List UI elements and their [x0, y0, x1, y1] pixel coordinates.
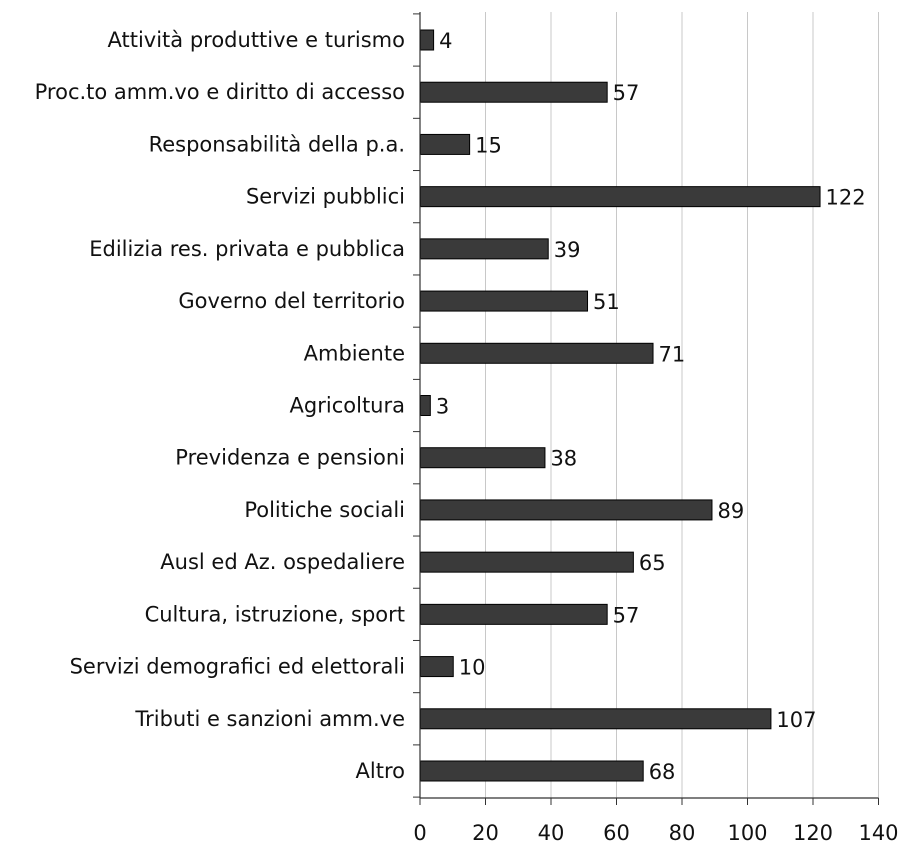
bar-4: [420, 238, 549, 260]
data-label-3: 122: [826, 186, 866, 210]
data-label-7: 3: [436, 395, 449, 419]
bar-14: [420, 760, 644, 782]
category-label-8: Previdenza e pensioni: [175, 446, 405, 470]
category-label-2: Responsabilità della p.a.: [149, 132, 405, 156]
category-label-10: Ausl ed Az. ospedaliere: [160, 550, 405, 574]
data-label-4: 39: [554, 238, 581, 262]
x-tick-label-140: 140: [858, 821, 898, 845]
data-label-12: 10: [459, 656, 486, 680]
data-label-14: 68: [649, 760, 676, 784]
bar-2: [420, 133, 471, 155]
x-tick-label-60: 60: [603, 821, 630, 845]
bar-12: [420, 656, 454, 678]
grid-layer: [485, 12, 879, 798]
x-tick-label-40: 40: [538, 821, 565, 845]
bar-11: [420, 603, 608, 625]
category-label-11: Cultura, istruzione, sport: [145, 602, 405, 626]
bar-layer: [420, 29, 821, 782]
category-label-1: Proc.to amm.vo e diritto di accesso: [35, 80, 405, 104]
category-label-7: Agricoltura: [290, 394, 405, 418]
category-label-12: Servizi demografici ed elettorali: [70, 655, 405, 679]
bar-7: [420, 395, 431, 416]
data-label-11: 57: [613, 603, 640, 627]
x-tick-label-100: 100: [727, 821, 767, 845]
category-label-5: Governo del territorio: [178, 289, 405, 313]
x-tick-label-0: 0: [413, 821, 426, 845]
category-label-4: Edilizia res. privata e pubblica: [89, 237, 405, 261]
bar-13: [420, 708, 772, 730]
x-tick-label-120: 120: [793, 821, 833, 845]
category-label-0: Attività produttive e turismo: [107, 28, 405, 52]
category-label-14: Altro: [356, 759, 405, 783]
data-label-13: 107: [776, 708, 816, 732]
bar-1: [420, 81, 608, 103]
data-label-6: 71: [659, 342, 686, 366]
bar-3: [420, 186, 821, 208]
bar-6: [420, 342, 654, 364]
data-label-10: 65: [639, 551, 666, 575]
label-layer: 0 20 40 60 80 100 120 140 Attività produttive e …: [35, 28, 899, 845]
bar-8: [420, 447, 546, 469]
data-label-2: 15: [475, 133, 502, 157]
x-tick-label-80: 80: [669, 821, 696, 845]
data-label-0: 4: [439, 29, 452, 53]
bar-0: [420, 29, 435, 51]
bar-10: [420, 551, 634, 573]
axis-layer: [413, 12, 879, 805]
category-label-6: Ambiente: [304, 341, 405, 365]
bar-9: [420, 499, 713, 521]
category-label-13: Tributi e sanzioni amm.ve: [134, 707, 405, 731]
data-label-9: 89: [717, 499, 744, 523]
data-label-8: 38: [550, 447, 577, 471]
bar-5: [420, 290, 589, 312]
x-tick-label-20: 20: [472, 821, 499, 845]
category-label-9: Politiche sociali: [244, 498, 405, 522]
data-label-1: 57: [613, 81, 640, 105]
data-label-5: 51: [593, 290, 620, 314]
category-label-3: Servizi pubblici: [246, 185, 405, 209]
